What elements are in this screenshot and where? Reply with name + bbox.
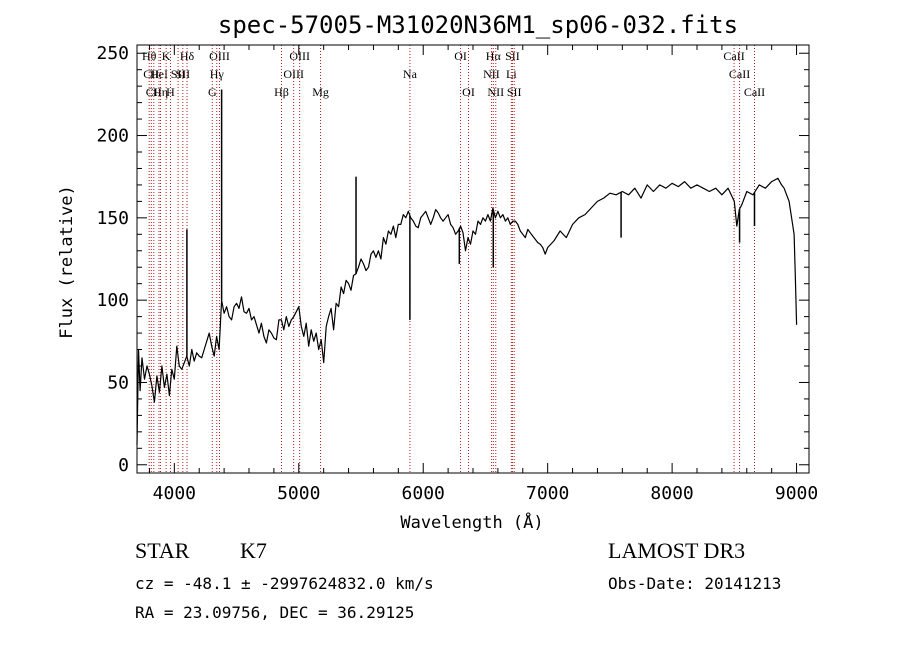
spectrum-line <box>136 177 798 446</box>
line-marker-label: Na <box>403 67 418 81</box>
x-tick-label: 4000 <box>153 483 196 504</box>
x-tick-label: 5000 <box>277 483 320 504</box>
line-marker-label: Hδ <box>180 49 195 63</box>
x-tick-label: 7000 <box>526 483 569 504</box>
chart-title: spec-57005-M31020N36M1_sp06-032.fits <box>218 11 738 39</box>
line-marker-label: H <box>166 85 175 99</box>
x-tick-label: 9000 <box>775 483 818 504</box>
line-marker-label: Hη <box>153 85 168 99</box>
line-marker-label: OIII <box>209 49 230 63</box>
survey-name: LAMOST DR3 <box>608 538 746 563</box>
line-marker-label: Hβ <box>274 85 289 99</box>
line-marker-label: CII <box>146 85 162 99</box>
line-marker-label: Hθ <box>142 49 157 63</box>
line-marker-label: OIII <box>283 67 304 81</box>
y-axis: 0 50 100 150 200 250 <box>96 43 809 476</box>
line-marker-label: OI <box>462 85 475 99</box>
line-marker-label: CaII <box>723 49 744 63</box>
spectral-class: STAR <box>135 538 190 563</box>
line-marker-label: OIII <box>289 49 310 63</box>
line-marker-label: CII <box>143 67 159 81</box>
y-axis-label: Flux (relative) <box>57 185 77 339</box>
line-marker-label: NII <box>483 67 500 81</box>
line-marker-label: Li <box>506 67 517 81</box>
line-markers: HθCIICIIHηHeIKSIIHHδSIIOIIIHγGOIIIOIIIHβ… <box>142 45 765 473</box>
line-marker-label: SII <box>175 67 190 81</box>
y-tick-label: 250 <box>96 43 129 64</box>
line-marker-label: SII <box>505 49 520 63</box>
x-axis-label: Wavelength (Å) <box>400 511 543 533</box>
line-marker-label: K <box>162 49 171 63</box>
line-marker-label: SII <box>171 67 186 81</box>
line-marker-label: HeI <box>150 67 168 81</box>
x-tick-label: 6000 <box>402 483 445 504</box>
y-tick-label: 200 <box>96 126 129 147</box>
line-marker-label: OI <box>454 49 467 63</box>
line-marker-label: Hα <box>486 49 502 63</box>
y-tick-label: 0 <box>118 455 129 476</box>
x-axis: 4000 5000 6000 7000 8000 9000 <box>148 45 818 504</box>
line-marker-label: Hγ <box>210 67 225 81</box>
plot-frame <box>136 44 810 474</box>
y-tick-label: 150 <box>96 208 129 229</box>
line-marker-label: CaII <box>729 67 750 81</box>
line-marker-label: CaII <box>744 85 765 99</box>
y-tick-label: 100 <box>96 290 129 311</box>
line-marker-label: SII <box>507 85 522 99</box>
line-marker-label: NII <box>487 85 504 99</box>
spectrum-series <box>136 89 798 446</box>
obs-date: Obs-Date: 20141213 <box>608 574 782 593</box>
x-tick-label: 8000 <box>650 483 693 504</box>
redshift-cz: cz = -48.1 ± -2997624832.0 km/s <box>135 574 434 593</box>
y-tick-label: 50 <box>107 372 129 393</box>
line-marker-label: Mg <box>312 85 329 99</box>
line-marker-label: G <box>208 85 217 99</box>
coordinates: RA = 23.09756, DEC = 36.29125 <box>135 603 415 622</box>
spectral-subclass: K7 <box>240 538 267 563</box>
